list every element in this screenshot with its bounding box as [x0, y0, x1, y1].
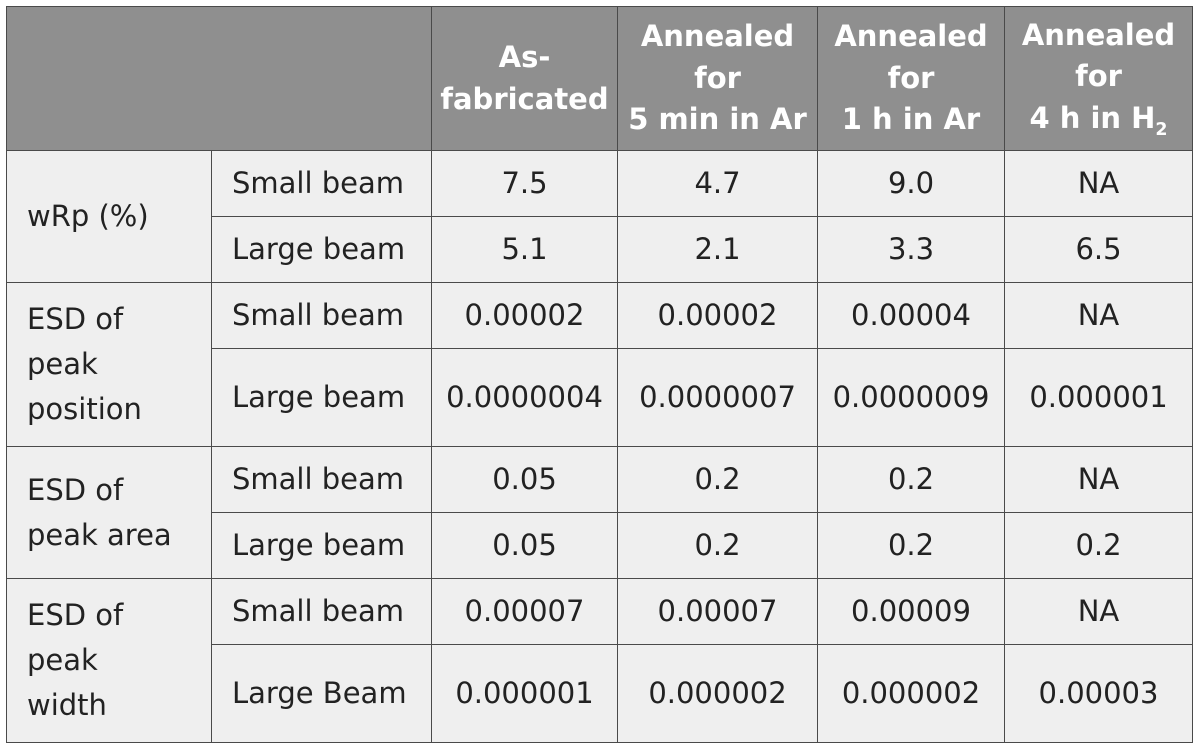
- group-label-line: ESD of: [27, 302, 124, 337]
- table-row: Large beam 0.0000004 0.0000007 0.0000009…: [7, 348, 1193, 447]
- value-cell: 0.0000009: [817, 348, 1005, 447]
- header-annealed-1h-ar: Annealed for 1 h in Ar: [817, 6, 1005, 151]
- value-cell: 0.0000004: [431, 348, 618, 447]
- value-cell: NA: [1004, 282, 1193, 349]
- value-cell: 0.00007: [617, 578, 818, 645]
- value-cell: 0.2: [1004, 512, 1193, 579]
- value-cell: 0.000001: [431, 644, 618, 743]
- header-line: fabricated: [440, 81, 609, 116]
- group-label-esd-peak-position: ESD of peak position: [6, 282, 212, 447]
- group-label-line: peak area: [27, 517, 172, 552]
- group-label-esd-peak-area: ESD of peak area: [6, 446, 212, 579]
- value-cell: 0.000002: [817, 644, 1005, 743]
- group-label-line: ESD of: [27, 598, 124, 633]
- header-line: for: [887, 60, 935, 95]
- value-cell: 3.3: [817, 216, 1005, 283]
- table-row: Large beam 5.1 2.1 3.3 6.5: [7, 216, 1193, 283]
- group-label-line: position: [27, 391, 142, 426]
- subscript-2: 2: [1155, 119, 1168, 140]
- header-as-fabricated: As- fabricated: [431, 6, 618, 151]
- beam-label: Small beam: [211, 282, 432, 349]
- value-cell: 0.00004: [817, 282, 1005, 349]
- header-line: Annealed: [640, 19, 795, 54]
- header-row: As- fabricated Annealed for 5 min in Ar …: [6, 6, 1193, 151]
- value-cell: 0.0000007: [617, 348, 818, 447]
- header-line: 5 min in Ar: [628, 102, 807, 137]
- value-cell: 0.2: [817, 446, 1005, 513]
- beam-label: Large Beam: [211, 644, 432, 743]
- group-label-line: width: [27, 687, 107, 722]
- value-cell: 9.0: [817, 150, 1005, 217]
- table-row: wRp (%) Small beam 7.5 4.7 9.0 NA: [6, 150, 1193, 283]
- value-cell: 0.000002: [617, 644, 818, 743]
- header-line: 1 h in Ar: [841, 102, 981, 137]
- value-cell: NA: [1004, 150, 1193, 217]
- header-annealed-4h-h2: Annealed for 4 h in H2: [1004, 6, 1193, 151]
- value-cell: 0.2: [817, 512, 1005, 579]
- header-annealed-5min-ar: Annealed for 5 min in Ar: [617, 6, 818, 151]
- table-row: ESD of peak width Small beam 0.00007 0.0…: [6, 578, 1193, 743]
- value-cell: 0.00002: [617, 282, 818, 349]
- header-line: Annealed: [1021, 17, 1176, 52]
- group-label-line: wRp (%): [27, 199, 149, 234]
- group-label-line: peak: [27, 643, 98, 678]
- header-line: Annealed: [834, 19, 988, 54]
- value-cell: 5.1: [431, 216, 618, 283]
- value-cell: 0.000001: [1004, 348, 1193, 447]
- table-container: As- fabricated Annealed for 5 min in Ar …: [6, 6, 1193, 743]
- table-row: ESD of peak area Small beam 0.05 0.2 0.2…: [6, 446, 1193, 579]
- header-line: As-: [498, 40, 551, 75]
- group-label-line: ESD of: [27, 472, 124, 507]
- results-table: As- fabricated Annealed for 5 min in Ar …: [6, 6, 1193, 743]
- value-cell: 0.00009: [817, 578, 1005, 645]
- beam-label: Large beam: [211, 348, 432, 447]
- value-cell: 6.5: [1004, 216, 1193, 283]
- group-label-line: peak: [27, 347, 98, 382]
- value-cell: 2.1: [617, 216, 818, 283]
- beam-label: Large beam: [211, 216, 432, 283]
- value-cell: 0.00007: [431, 578, 618, 645]
- beam-label: Small beam: [211, 150, 432, 217]
- beam-label: Small beam: [211, 578, 432, 645]
- value-cell: 0.2: [617, 446, 818, 513]
- value-cell: NA: [1004, 578, 1193, 645]
- value-cell: 0.05: [431, 446, 618, 513]
- header-blank-cell: [6, 6, 432, 151]
- table-row: Large Beam 0.000001 0.000002 0.000002 0.…: [7, 644, 1193, 743]
- beam-label: Small beam: [211, 446, 432, 513]
- group-label-esd-peak-width: ESD of peak width: [6, 578, 212, 743]
- value-cell: 0.2: [617, 512, 818, 579]
- header-line-with-subscript: 4 h in H2: [1009, 98, 1188, 143]
- beam-label: Large beam: [211, 512, 432, 579]
- value-cell: 7.5: [431, 150, 618, 217]
- value-cell: 4.7: [617, 150, 818, 217]
- header-line: for: [694, 60, 741, 95]
- table-row: ESD of peak position Small beam 0.00002 …: [6, 282, 1193, 447]
- header-text: 4 h in H: [1029, 100, 1156, 135]
- value-cell: 0.00002: [431, 282, 618, 349]
- value-cell: 0.05: [431, 512, 618, 579]
- value-cell: NA: [1004, 446, 1193, 513]
- header-line: for: [1075, 59, 1122, 94]
- value-cell: 0.00003: [1004, 644, 1193, 743]
- group-label-wrp: wRp (%): [6, 150, 212, 283]
